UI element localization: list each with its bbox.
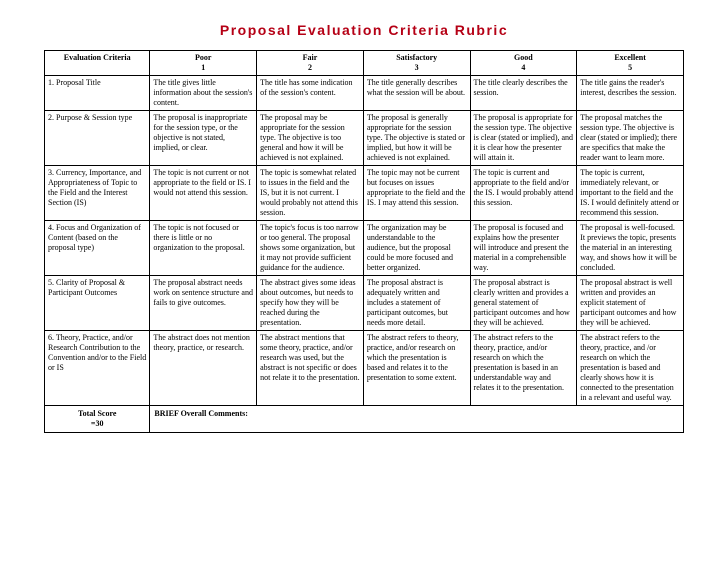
rating-cell: The proposal abstract needs work on sent… [150,276,257,331]
rating-label: Fair [260,53,360,63]
rating-cell: The topic is somewhat related to issues … [257,166,364,221]
criterion-cell: 1. Proposal Title [45,76,150,111]
page-title: Proposal Evaluation Criteria Rubric [44,22,684,38]
rating-cell: The abstract refers to theory, practice,… [363,331,470,406]
rating-label: Satisfactory [367,53,467,63]
table-row: 2. Purpose & Session typeThe proposal is… [45,111,684,166]
rating-cell: The proposal is generally appropriate fo… [363,111,470,166]
header-criteria: Evaluation Criteria [45,51,150,76]
rating-cell: The proposal is focused and explains how… [470,221,577,276]
footer-row: Total Score =30 BRIEF Overall Comments: [45,406,684,433]
rating-cell: The abstract gives some ideas about outc… [257,276,364,331]
criterion-cell: 2. Purpose & Session type [45,111,150,166]
rating-cell: The title clearly describes the session. [470,76,577,111]
header-rating-3: Satisfactory 3 [363,51,470,76]
rating-cell: The proposal abstract is clearly written… [470,276,577,331]
rating-cell: The title gains the reader's interest, d… [577,76,684,111]
table-row: 3. Currency, Importance, and Appropriate… [45,166,684,221]
criterion-cell: 6. Theory, Practice, and/or Research Con… [45,331,150,406]
rating-num: 2 [260,63,360,73]
header-rating-4: Good 4 [470,51,577,76]
rubric-body: 1. Proposal TitleThe title gives little … [45,76,684,406]
rating-cell: The topic may not be current but focuses… [363,166,470,221]
total-score-cell: Total Score =30 [45,406,150,433]
rating-cell: The abstract refers to the theory, pract… [577,331,684,406]
rating-cell: The topic is current, immediately releva… [577,166,684,221]
rating-cell: The title generally describes what the s… [363,76,470,111]
rating-num: 4 [474,63,574,73]
rating-cell: The topic is not focused or there is lit… [150,221,257,276]
rating-num: 1 [153,63,253,73]
rating-cell: The abstract does not mention theory, pr… [150,331,257,406]
rating-label: Excellent [580,53,680,63]
header-rating-1: Poor 1 [150,51,257,76]
rubric-table: Evaluation Criteria Poor 1 Fair 2 Satisf… [44,50,684,433]
rating-cell: The organization may be understandable t… [363,221,470,276]
table-row: 1. Proposal TitleThe title gives little … [45,76,684,111]
rating-label: Good [474,53,574,63]
table-row: 4. Focus and Organization of Content (ba… [45,221,684,276]
rating-cell: The proposal is well-focused. It preview… [577,221,684,276]
rating-label: Poor [153,53,253,63]
rating-cell: The title has some indication of the ses… [257,76,364,111]
table-row: 6. Theory, Practice, and/or Research Con… [45,331,684,406]
rating-cell: The abstract refers to the theory, pract… [470,331,577,406]
rating-cell: The title gives little information about… [150,76,257,111]
header-rating-2: Fair 2 [257,51,364,76]
header-row: Evaluation Criteria Poor 1 Fair 2 Satisf… [45,51,684,76]
rating-cell: The proposal may be appropriate for the … [257,111,364,166]
rating-cell: The topic is current and appropriate to … [470,166,577,221]
criterion-cell: 5. Clarity of Proposal & Participant Out… [45,276,150,331]
criterion-cell: 4. Focus and Organization of Content (ba… [45,221,150,276]
criterion-cell: 3. Currency, Importance, and Appropriate… [45,166,150,221]
total-value: =30 [91,419,104,428]
comments-cell: BRIEF Overall Comments: [150,406,684,433]
rating-cell: The topic's focus is too narrow or too g… [257,221,364,276]
rating-cell: The topic is not current or not appropri… [150,166,257,221]
rating-cell: The abstract mentions that some theory, … [257,331,364,406]
rating-cell: The proposal is inappropriate for the se… [150,111,257,166]
rating-cell: The proposal abstract is adequately writ… [363,276,470,331]
rating-num: 3 [367,63,467,73]
header-rating-5: Excellent 5 [577,51,684,76]
rating-num: 5 [580,63,680,73]
total-label: Total Score [78,409,116,418]
rating-cell: The proposal is appropriate for the sess… [470,111,577,166]
rating-cell: The proposal abstract is well written an… [577,276,684,331]
rating-cell: The proposal matches the session type. T… [577,111,684,166]
table-row: 5. Clarity of Proposal & Participant Out… [45,276,684,331]
